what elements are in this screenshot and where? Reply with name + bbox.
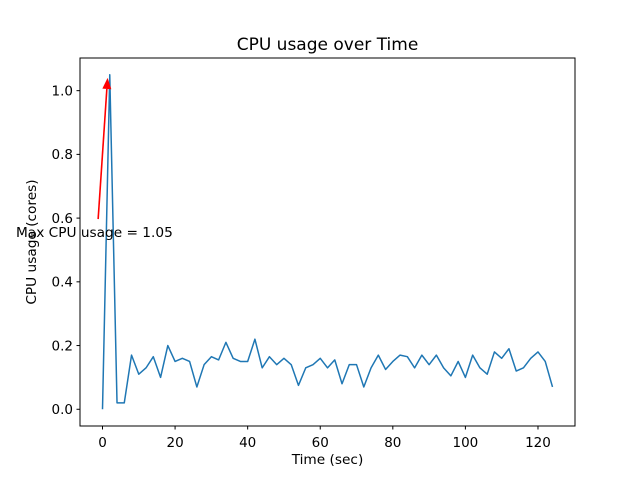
- x-tick-label: 0: [98, 435, 107, 451]
- x-tick-label: 20: [166, 435, 183, 451]
- y-axis-label: CPU usage (cores): [24, 179, 40, 304]
- x-tick-label: 120: [525, 435, 551, 451]
- y-tick-label: 0.8: [52, 147, 73, 163]
- x-axis-label: Time (sec): [291, 452, 364, 468]
- y-tick-label: 1.0: [52, 83, 73, 99]
- chart-title: CPU usage over Time: [237, 35, 419, 55]
- x-tick-label: 100: [453, 435, 479, 451]
- annotation-text: Max CPU usage = 1.05: [16, 225, 173, 241]
- x-tick-label: 80: [384, 435, 401, 451]
- y-tick-label: 0.0: [52, 402, 73, 418]
- data-line: [101, 73, 554, 410]
- y-tick-label: 0.6: [52, 211, 73, 227]
- y-tick-label: 0.4: [52, 275, 73, 291]
- x-tick-label: 40: [239, 435, 256, 451]
- plot-render-layer: 0 20 40 60 80 100 120 0.0 0.2 0.4 0.6 0.8 1.0: [52, 57, 576, 451]
- annotation-arrow: [97, 88, 108, 220]
- plot-border: [79, 57, 576, 427]
- annotation-arrowhead: [102, 77, 112, 90]
- x-tick-label: 60: [312, 435, 329, 451]
- y-tick-label: 0.2: [52, 338, 73, 354]
